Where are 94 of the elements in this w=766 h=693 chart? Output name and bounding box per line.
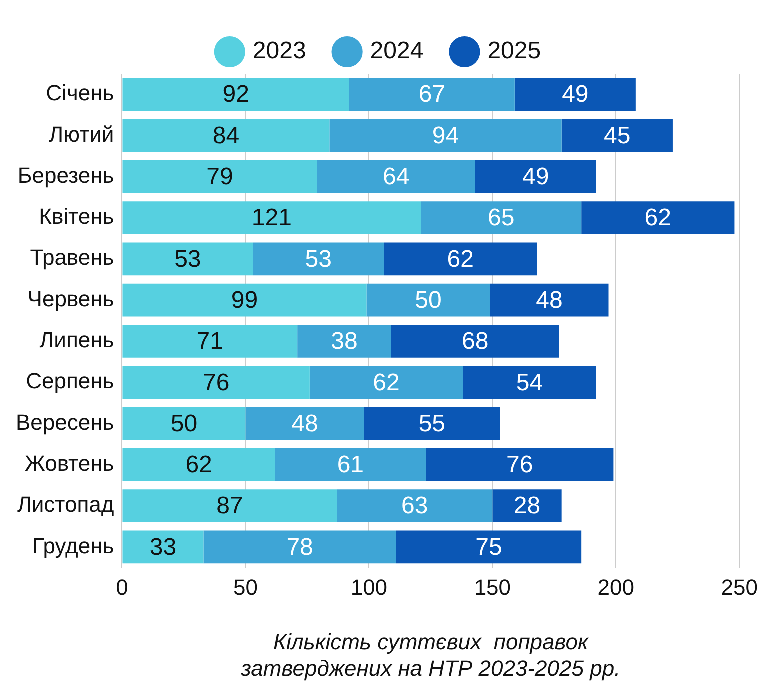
data-label: 75 — [476, 534, 502, 561]
data-label: 76 — [202, 369, 230, 396]
bar — [310, 366, 464, 400]
bar — [562, 119, 673, 152]
x-tick-label: 50 — [233, 575, 258, 600]
data-label: 38 — [331, 328, 358, 356]
legend-label: 2024 — [370, 38, 424, 65]
y-tick-label: Серпень — [26, 368, 114, 394]
x-tick-label: 200 — [598, 575, 635, 600]
data-label: 92 — [222, 81, 250, 108]
bar — [391, 325, 560, 358]
bar — [298, 325, 392, 358]
data-label: 62 — [447, 246, 474, 273]
data-label: 121 — [252, 204, 292, 232]
data-label: 55 — [418, 410, 446, 438]
data-label: 62 — [644, 204, 672, 232]
data-label: 67 — [418, 81, 446, 108]
bar — [366, 284, 490, 317]
data-label: 48 — [536, 286, 563, 314]
y-tick-label: Грудень — [32, 533, 114, 558]
x-tick-label: 100 — [350, 575, 388, 600]
data-label: 49 — [562, 81, 589, 108]
bar — [364, 407, 500, 440]
data-label: 45 — [604, 122, 631, 150]
data-label: 68 — [462, 328, 489, 356]
bar — [122, 490, 338, 523]
data-label: 76 — [506, 452, 534, 479]
bar — [122, 325, 298, 358]
y-tick-label: Березень — [18, 162, 114, 188]
data-label: 84 — [212, 122, 240, 150]
legend-label: 2023 — [252, 38, 306, 65]
x-tick-label: 250 — [721, 575, 758, 600]
data-label: 62 — [373, 369, 400, 396]
x-tick-label: 0 — [116, 575, 128, 600]
legend-label: 2025 — [488, 38, 542, 65]
data-label: 65 — [488, 204, 515, 232]
bar — [426, 448, 614, 482]
data-label: 63 — [402, 492, 428, 520]
bar — [122, 407, 246, 440]
bar — [246, 407, 364, 440]
bar — [421, 202, 582, 234]
bar — [349, 78, 515, 112]
bar — [582, 202, 735, 234]
y-tick-label: Жовтень — [25, 450, 114, 476]
bar — [122, 366, 310, 400]
bar — [463, 366, 596, 400]
data-label: 71 — [196, 328, 224, 356]
y-tick-label: Травень — [30, 245, 114, 270]
data-label: 64 — [383, 164, 410, 190]
data-label: 62 — [186, 452, 212, 479]
bar — [396, 530, 582, 564]
data-label: 28 — [514, 492, 541, 520]
data-label: 53 — [174, 246, 202, 273]
bar — [122, 284, 367, 317]
bar — [514, 78, 636, 112]
bar — [204, 530, 396, 564]
bar — [122, 160, 318, 194]
data-label: 99 — [231, 286, 258, 314]
y-tick-label: Липень — [40, 328, 114, 353]
bar — [122, 78, 350, 112]
y-tick-label: Квітень — [39, 204, 114, 230]
data-label: 54 — [516, 369, 544, 396]
bar — [122, 202, 422, 234]
data-label: 78 — [286, 534, 314, 561]
bar — [122, 119, 330, 152]
data-label: 50 — [415, 286, 442, 314]
bar — [122, 530, 204, 564]
data-label: 79 — [206, 164, 234, 190]
bar — [275, 448, 426, 482]
bar — [122, 448, 276, 482]
data-label: 33 — [150, 534, 177, 561]
data-label: 61 — [337, 452, 364, 479]
data-label: 53 — [305, 246, 332, 273]
bar — [253, 242, 384, 276]
y-tick-label: Листопад — [17, 492, 114, 518]
bar — [122, 242, 254, 276]
bar — [475, 160, 596, 194]
y-tick-label: Червень — [28, 286, 114, 312]
y-tick-label: Вересень — [16, 410, 114, 435]
data-label: 48 — [292, 410, 318, 438]
y-tick-label: Січень — [46, 80, 114, 106]
bar — [317, 160, 476, 194]
x-axis-title: Кількість суттєвих поправок затверджених на НТР 2023-2025 рр. — [240, 630, 621, 681]
bar — [337, 490, 493, 523]
bar — [330, 119, 562, 152]
bar — [384, 242, 538, 276]
y-tick-label: Лютий — [49, 122, 114, 147]
x-tick-label: 150 — [474, 575, 512, 600]
data-label: 94 — [432, 122, 460, 150]
data-label: 49 — [522, 164, 550, 190]
bar — [490, 284, 609, 317]
data-label: 50 — [170, 410, 198, 438]
data-label: 87 — [216, 492, 244, 520]
bar — [492, 490, 562, 523]
